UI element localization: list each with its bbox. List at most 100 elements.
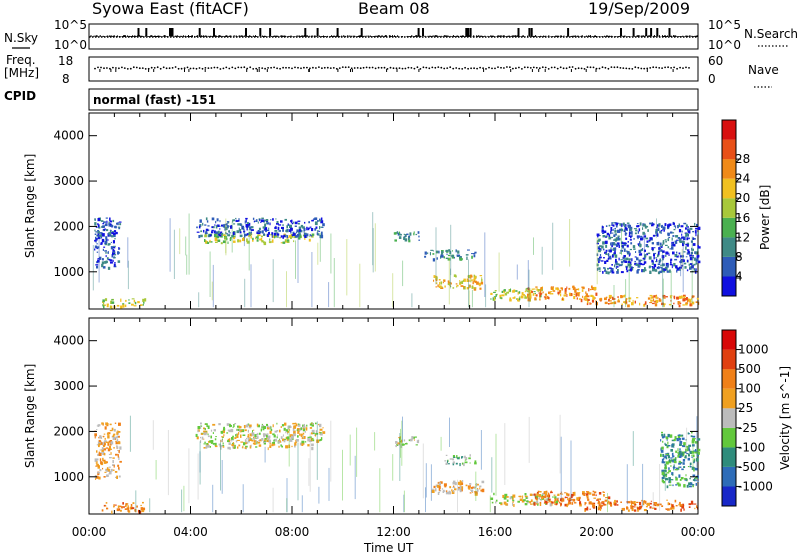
power-echo-column (319, 232, 321, 262)
power-echo-cell (286, 225, 288, 228)
power-echo-cell (501, 294, 505, 297)
velocity-echo-cell (693, 454, 695, 458)
power-echo-cell (317, 230, 319, 233)
power-echo-cell (615, 243, 619, 246)
power-echo-cell (436, 257, 438, 260)
velocity-echo-cell (106, 461, 108, 464)
power-echo-cell (629, 228, 631, 232)
power-colorbar-ticklabel: 12 (735, 230, 750, 244)
power-echo-cell (276, 223, 279, 225)
velocity-echo-cell (266, 437, 268, 439)
power-echo-cell (688, 299, 692, 303)
velocity-echo-cell (626, 506, 628, 510)
velocity-echo-cell (678, 434, 681, 436)
power-echo-cell (626, 244, 629, 248)
velocity-echo-cell (568, 499, 571, 503)
velocity-echo-cell (584, 508, 586, 511)
velocity-echo-cell (676, 438, 679, 442)
velocity-echo-cell (106, 470, 109, 472)
power-echo-cell (288, 235, 292, 238)
velocity-echo-cell (248, 425, 252, 429)
power-echo-cell (670, 231, 673, 234)
power-echo-cell (596, 253, 599, 256)
freq-point (604, 66, 607, 69)
power-echo-cell (685, 227, 687, 230)
power-echo-cell (108, 232, 111, 235)
velocity-echo-cell (522, 495, 524, 499)
power-echo-cell (596, 242, 599, 245)
freq-point (332, 67, 335, 69)
velocity-echo-cell (666, 445, 669, 449)
velocity-echo-cell (266, 435, 268, 438)
power-echo-cell (204, 232, 208, 235)
power-echo-cell (666, 270, 669, 273)
power-echo-cell (615, 237, 619, 241)
freq-point (488, 66, 490, 69)
power-echo-cell (576, 297, 578, 300)
velocity-echo-cell (207, 433, 209, 436)
power-echo-cell (689, 254, 692, 257)
velocity-echo-cell (479, 485, 482, 488)
velocity-echo-cell (309, 423, 312, 426)
freq-point (371, 66, 374, 69)
power-echo-cell (443, 256, 445, 259)
power-echo-cell (320, 226, 324, 228)
power-echo-cell (248, 222, 251, 226)
velocity-echo-cell (414, 436, 417, 438)
velocity-echo-cell (269, 427, 271, 430)
velocity-echo-cell (111, 510, 113, 514)
power-echo-cell (627, 263, 631, 267)
power-echo-cell (625, 224, 627, 226)
power-echo-cell (693, 257, 696, 261)
freq-point (380, 66, 383, 69)
power-echo-cell (688, 263, 691, 266)
power-echo-cell (696, 297, 699, 300)
power-echo-cell (662, 257, 664, 261)
velocity-echo-cell (447, 460, 448, 463)
velocity-echo-cell (98, 453, 102, 456)
freq-point (312, 66, 314, 69)
freq-point (437, 66, 440, 68)
velocity-echo-cell (203, 431, 207, 436)
freq-point (673, 66, 675, 69)
power-echo-cell (694, 230, 697, 234)
power-echo-cell (113, 230, 117, 233)
velocity-echo-cell (104, 437, 106, 440)
power-echo-cell (417, 231, 420, 234)
power-echo-cell (396, 231, 399, 233)
velocity-echo-cell (123, 506, 125, 508)
velocity-echo-cell (109, 470, 112, 475)
power-echo-cell (277, 226, 280, 231)
power-echo-cell (237, 223, 241, 226)
power-echo-cell (624, 260, 628, 263)
power-echo-cell (238, 218, 240, 222)
power-echo-cell (113, 251, 116, 255)
power-echo-cell (122, 304, 125, 308)
velocity-echo-cell (285, 429, 288, 432)
power-echo-cell (264, 219, 267, 222)
power-echo-cell (661, 264, 664, 267)
velocity-echo-cell (691, 454, 693, 456)
velocity-echo-cell (654, 507, 657, 510)
power-echo-cell (102, 299, 105, 303)
velocity-echo-cell (627, 501, 631, 504)
velocity-echo-cell (597, 498, 600, 500)
velocity-echo-cell (258, 440, 260, 442)
freq-point (625, 67, 628, 70)
velocity-echo-cell (320, 437, 323, 441)
power-echo-column (272, 259, 274, 303)
power-echo-cell (224, 235, 227, 240)
velocity-echo-cell (693, 461, 695, 464)
power-echo-cell (695, 262, 698, 265)
power-echo-cell (526, 290, 528, 292)
power-echo-cell (544, 297, 547, 300)
velocity-echo-cell (273, 434, 276, 438)
freq-point (676, 67, 678, 70)
velocity-echo-cell (579, 503, 582, 507)
power-echo-cell (219, 228, 221, 230)
power-echo-cell (619, 223, 622, 226)
power-echo-cell (102, 266, 106, 269)
power-echo-cell (675, 235, 679, 238)
velocity-echo-cell (596, 499, 599, 501)
velocity-echo-cell (657, 503, 659, 505)
